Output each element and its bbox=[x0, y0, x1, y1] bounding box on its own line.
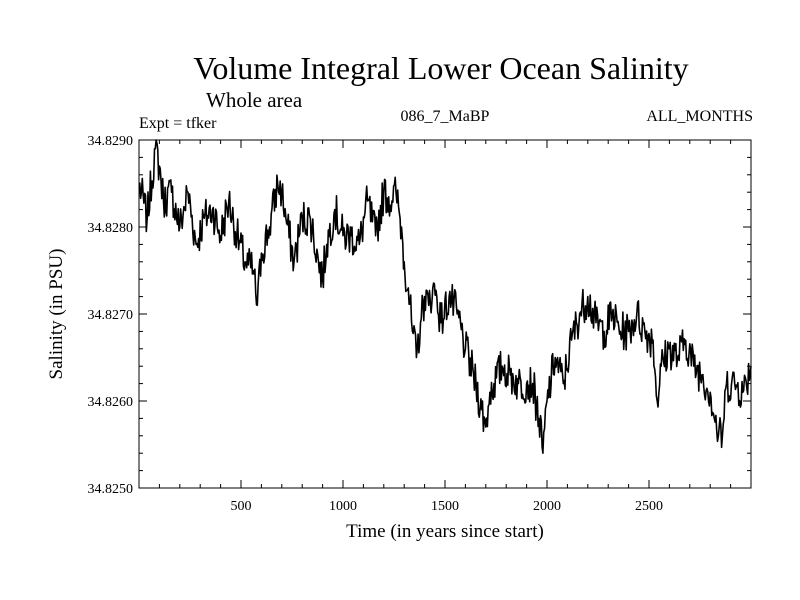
x-tick-label: 1000 bbox=[329, 499, 357, 514]
months-label: ALL_MONTHS bbox=[646, 108, 753, 125]
x-tick-label: 2500 bbox=[635, 499, 663, 514]
y-tick-label: 34.8250 bbox=[88, 482, 134, 497]
x-tick-label: 1500 bbox=[431, 499, 459, 514]
run-label: 086_7_MaBP bbox=[400, 108, 490, 125]
x-tick-label: 2000 bbox=[533, 499, 561, 514]
y-tick-label: 34.8270 bbox=[88, 308, 134, 323]
x-tick-label: 500 bbox=[231, 499, 252, 514]
y-tick-label: 34.8290 bbox=[88, 134, 134, 149]
y-tick-label: 34.8260 bbox=[88, 395, 134, 410]
y-axis-label: Salinity (in PSU) bbox=[46, 249, 67, 380]
x-axis-label: Time (in years since start) bbox=[346, 521, 544, 542]
tick-labels: 500 1000 1500 2000 2500 34.8250 34.8260 34.8270… bbox=[88, 134, 664, 514]
experiment-label: Expt = tfker bbox=[139, 115, 217, 132]
chart-subtitle: Whole area bbox=[206, 88, 303, 112]
chart-title: Volume Integral Lower Ocean Salinity bbox=[193, 50, 689, 86]
salinity-series-line bbox=[138, 139, 752, 454]
y-tick-label: 34.8280 bbox=[88, 221, 134, 236]
